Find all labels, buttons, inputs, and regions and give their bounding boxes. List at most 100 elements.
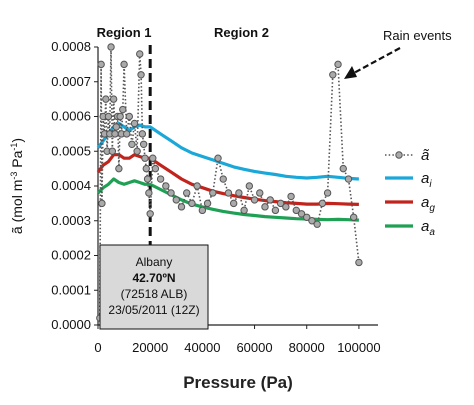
y-tick-labels: 0.0000 0.0001 0.0002 0.0003 0.0004 0.0005 0.00… — [51, 39, 98, 332]
data-point — [141, 154, 149, 162]
data-point — [224, 189, 233, 197]
legend: ã ai ag aa — [385, 147, 435, 238]
data-point — [282, 203, 290, 211]
data-point — [143, 175, 152, 183]
legend-item-a_i: ai — [385, 170, 432, 190]
series-a_tilde — [96, 43, 363, 322]
data-point — [130, 119, 139, 128]
data-point — [318, 199, 327, 208]
data-point — [245, 182, 254, 190]
legend-label: ai — [421, 170, 432, 190]
data-point — [111, 130, 119, 138]
data-point — [235, 189, 243, 197]
data-point — [349, 213, 358, 221]
y-tick-label: 0.0008 — [51, 39, 91, 54]
data-point — [98, 199, 106, 208]
data-point — [308, 217, 316, 225]
data-point — [107, 43, 115, 51]
y-tick-label: 0.0000 — [51, 317, 91, 332]
station-box-rect — [99, 244, 209, 330]
data-point — [125, 112, 134, 121]
data-point — [97, 60, 105, 69]
data-point — [108, 147, 117, 155]
station-box: Albany 42.70ºN (72518 ALB) 23/05/2011 (1… — [99, 244, 209, 330]
y-tick-label: 0.0002 — [51, 248, 91, 263]
data-point — [102, 95, 110, 103]
data-point — [339, 164, 347, 173]
data-point — [156, 175, 165, 183]
legend-item-a_g: ag — [385, 194, 435, 214]
data-point — [203, 199, 212, 208]
data-point — [146, 210, 154, 218]
data-point — [287, 192, 295, 201]
data-point — [183, 189, 191, 197]
legend-item-a_tilde: ã — [385, 147, 430, 164]
data-point — [323, 189, 332, 197]
rain-arrow-head — [344, 66, 357, 79]
data-point — [109, 95, 118, 103]
data-point — [229, 199, 238, 208]
region-labels: Region 1 Region 2 — [97, 25, 269, 40]
data-point — [136, 50, 144, 58]
data-point — [303, 213, 311, 221]
data-point — [162, 182, 170, 190]
y-axis-label: ã (mol m-3 Pa-1) — [9, 138, 25, 234]
legend-label: ã — [421, 147, 430, 164]
y-tick-label: 0.0006 — [51, 109, 91, 124]
series-line-a_g — [96, 153, 359, 206]
data-point — [193, 182, 201, 190]
x-tick-label: 80000 — [289, 340, 325, 355]
data-point — [334, 60, 342, 69]
x-tick-label: 60000 — [236, 340, 272, 355]
y-tick-label: 0.0005 — [51, 143, 91, 158]
y-tick-label: 0.0003 — [51, 213, 91, 228]
data-point — [256, 189, 264, 197]
x-axis-label: Pressure (Pa) — [183, 373, 293, 392]
y-tick-label: 0.0007 — [51, 74, 91, 89]
data-point — [198, 206, 207, 215]
data-point — [297, 210, 306, 218]
data-point — [115, 164, 123, 173]
region-label: Region 1 — [97, 25, 152, 40]
data-point — [128, 140, 136, 149]
series-a_i — [96, 121, 359, 181]
data-point — [120, 60, 128, 69]
data-point — [104, 112, 113, 121]
data-point — [261, 203, 269, 211]
data-point — [355, 258, 363, 267]
legend-label: aa — [421, 218, 435, 238]
data-point — [151, 164, 160, 173]
data-point — [313, 220, 321, 228]
series-a_g — [96, 153, 359, 206]
x-tick-label: 100000 — [337, 340, 380, 355]
x-tick-label: 0 — [94, 340, 101, 355]
data-point — [266, 196, 274, 204]
x-tick-label: 20000 — [132, 340, 168, 355]
data-point — [177, 203, 186, 211]
data-point — [137, 71, 145, 79]
data-point — [250, 196, 259, 204]
station-id: (72518 ALB) — [121, 287, 188, 301]
data-point — [133, 147, 141, 155]
data-point — [123, 130, 131, 138]
station-name: Albany — [136, 255, 173, 269]
station-latitude: 42.70ºN — [132, 271, 175, 285]
data-point — [142, 164, 150, 173]
station-date: 23/05/2011 (12Z) — [108, 303, 199, 317]
series-line-a_i — [96, 121, 359, 181]
data-point — [209, 189, 217, 197]
data-point — [119, 105, 127, 114]
data-point — [149, 154, 157, 162]
legend-item-a_a: aa — [385, 218, 435, 238]
data-point — [219, 175, 227, 183]
x-tick-labels: 0 20000 40000 60000 80000 100000 — [94, 325, 381, 355]
data-point — [276, 199, 285, 208]
data-point — [112, 123, 120, 131]
region-label: Region 2 — [214, 25, 269, 40]
data-point — [139, 140, 148, 149]
data-point — [188, 199, 196, 208]
data-point — [167, 189, 175, 197]
x-tick-label: 40000 — [184, 340, 220, 355]
y-tick-label: 0.0001 — [51, 282, 91, 297]
